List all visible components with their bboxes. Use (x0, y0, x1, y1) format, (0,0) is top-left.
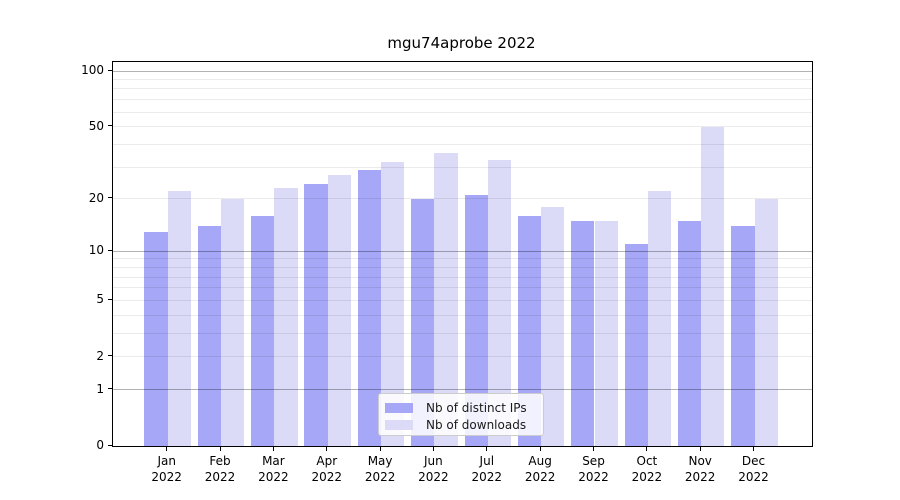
bar-downloads (594, 220, 618, 446)
x-tick-label: Aug 2022 (524, 454, 556, 484)
y-tick-label: 0 (96, 438, 104, 452)
x-tick-mark (432, 447, 434, 451)
x-tick-mark (486, 447, 488, 451)
y-tick-label: 20 (88, 190, 104, 205)
x-tick-label: Feb 2022 (204, 454, 236, 484)
gridline (113, 79, 812, 80)
legend-item-downloads: Nb of downloads (385, 416, 543, 433)
y-tick-mark (108, 355, 112, 357)
bar-distinct-ips (304, 184, 328, 446)
bar-downloads (754, 198, 778, 446)
gridline (113, 258, 812, 260)
legend-label: Nb of downloads (426, 417, 527, 432)
y-tick-label: 1 (96, 381, 104, 396)
x-tick-label: Jan 2022 (151, 454, 182, 484)
y-tick-mark (108, 388, 112, 390)
x-tick-mark (272, 447, 274, 451)
x-tick-label: Mar 2022 (258, 454, 289, 484)
gridline (113, 126, 812, 127)
legend-swatch-downloads (385, 419, 413, 430)
x-tick-label: Jul 2022 (471, 454, 503, 484)
gridline (113, 287, 812, 289)
bar-downloads (541, 206, 565, 446)
gridline (113, 166, 812, 168)
legend-item-distinct-ips: Nb of distinct IPs (385, 399, 543, 416)
bar-downloads (434, 152, 458, 446)
x-tick-mark (166, 447, 168, 451)
x-tick-mark (219, 447, 221, 451)
x-tick-mark (699, 447, 701, 451)
x-tick-label: Jun 2022 (418, 454, 449, 484)
gridline (113, 111, 812, 113)
gridline (113, 299, 812, 301)
x-tick-mark (539, 447, 541, 451)
x-tick-mark (326, 447, 328, 451)
x-tick-label: Apr 2022 (311, 454, 343, 484)
y-tick-mark (108, 249, 112, 251)
x-tick-label: Oct 2022 (631, 454, 663, 484)
x-tick-mark (753, 447, 754, 451)
y-tick-label: 2 (96, 348, 104, 363)
y-tick-mark (108, 444, 112, 446)
legend: Nb of distinct IPs Nb of downloads (378, 393, 544, 436)
bar-distinct-ips (251, 215, 275, 446)
x-tick-label: Nov 2022 (684, 454, 716, 484)
bar-distinct-ips (197, 226, 222, 446)
gridline (113, 99, 812, 101)
y-tick-mark (108, 298, 112, 300)
x-tick-label: Dec 2022 (738, 454, 769, 484)
y-tick-mark (108, 125, 112, 126)
bar-downloads (647, 191, 672, 446)
y-tick-label: 50 (88, 118, 104, 133)
bar-downloads (221, 198, 245, 446)
y-tick-label: 5 (96, 292, 104, 307)
bar-downloads (487, 159, 512, 446)
legend-swatch-distinct-ips (385, 402, 413, 413)
bar-distinct-ips (464, 194, 488, 446)
y-tick-mark (108, 197, 112, 199)
bar-distinct-ips (571, 220, 595, 446)
bar-distinct-ips (357, 169, 382, 446)
bar-downloads (167, 191, 191, 446)
y-tick-label: 10 (88, 243, 104, 258)
bar-distinct-ips (677, 220, 702, 446)
bar-distinct-ips (144, 231, 168, 446)
gridline (113, 356, 812, 358)
gridline (113, 250, 812, 252)
bar-downloads (274, 187, 298, 446)
gridline (113, 389, 812, 391)
x-tick-mark (379, 447, 381, 451)
x-tick-mark (593, 447, 594, 451)
gridline (113, 332, 812, 334)
y-tick-mark (108, 69, 112, 71)
legend-label: Nb of distinct IPs (426, 400, 527, 415)
bar-downloads (701, 126, 725, 446)
plot-area (112, 61, 813, 447)
y-tick-label: 100 (81, 63, 104, 77)
gridline (113, 70, 812, 72)
x-tick-mark (646, 447, 648, 451)
x-tick-label: Sep 2022 (578, 454, 609, 484)
bar-distinct-ips (411, 198, 435, 446)
gridline (113, 314, 812, 316)
bar-distinct-ips (517, 215, 542, 446)
x-tick-label: May 2022 (364, 454, 396, 484)
bar-downloads (381, 161, 405, 446)
gridline (113, 143, 812, 145)
gridline (113, 198, 812, 200)
bar-downloads (327, 175, 352, 446)
gridline (113, 88, 812, 90)
bar-distinct-ips (624, 244, 648, 446)
chart-title: mgu74aprobe 2022 (387, 34, 536, 52)
gridline (113, 267, 812, 268)
bar-distinct-ips (731, 226, 755, 446)
gridline (113, 276, 812, 278)
